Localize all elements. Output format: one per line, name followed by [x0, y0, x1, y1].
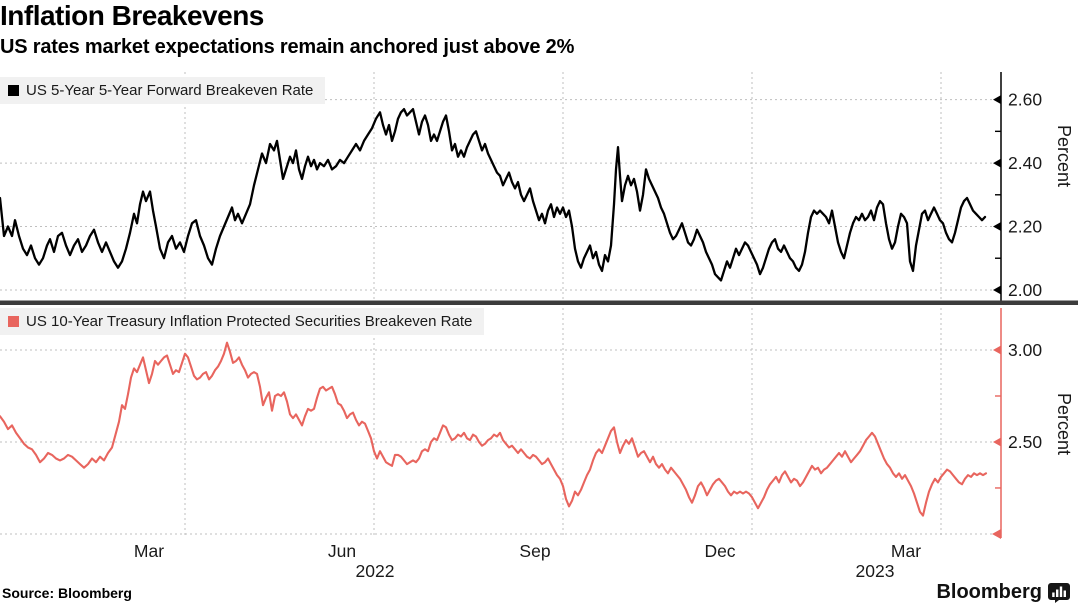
legend-top-panel: US 5-Year 5-Year Forward Breakeven Rate — [0, 77, 326, 104]
chart-title: Inflation Breakevens — [0, 0, 264, 31]
source-credit: Source: Bloomberg — [2, 585, 132, 601]
bloomberg-brand-label: Bloomberg — [936, 581, 1042, 603]
y-tick-label: 2.50 — [1008, 432, 1042, 452]
bloomberg-brand: Bloomberg — [936, 581, 1070, 604]
legend-label-10y-tips: US 10-Year Treasury Inflation Protected … — [26, 313, 473, 330]
series-5y5y-line — [0, 107, 987, 282]
y-tick-label: 3.00 — [1008, 340, 1042, 360]
legend-label-5y5y: US 5-Year 5-Year Forward Breakeven Rate — [26, 82, 314, 99]
y-tick-label: 2.40 — [1008, 153, 1042, 173]
x-tick-label: Dec — [704, 541, 735, 561]
y-tick-arrow — [993, 158, 1001, 168]
y-tick-arrow — [993, 95, 1001, 105]
y-tick-label: 2.60 — [1008, 90, 1042, 110]
x-year-label: 2022 — [356, 561, 395, 581]
y-tick-arrow — [993, 345, 1001, 355]
legend-swatch-black — [8, 85, 19, 96]
x-tick-label: Mar — [891, 541, 921, 561]
x-tick-label: Jun — [328, 541, 356, 561]
legend-swatch-red — [8, 316, 19, 327]
x-year-label: 2023 — [856, 561, 895, 581]
panel-divider — [0, 300, 1078, 305]
y-axis-end-arrow — [992, 528, 1001, 539]
x-tick-label: Mar — [134, 541, 164, 561]
x-tick-label: Sep — [519, 541, 550, 561]
y-axis-title: Percent — [1054, 125, 1074, 187]
legend-bottom-panel: US 10-Year Treasury Inflation Protected … — [0, 308, 485, 335]
y-tick-arrow — [993, 285, 1001, 295]
y-tick-arrow — [993, 222, 1001, 232]
y-tick-label: 2.00 — [1008, 280, 1042, 300]
bloomberg-logo-icon — [1048, 582, 1070, 603]
series-10y-tips-line — [0, 341, 988, 517]
y-tick-label: 2.20 — [1008, 217, 1042, 237]
y-tick-arrow — [993, 437, 1001, 447]
chart-subtitle: US rates market expectations remain anch… — [0, 36, 575, 58]
y-axis-title: Percent — [1054, 393, 1074, 455]
